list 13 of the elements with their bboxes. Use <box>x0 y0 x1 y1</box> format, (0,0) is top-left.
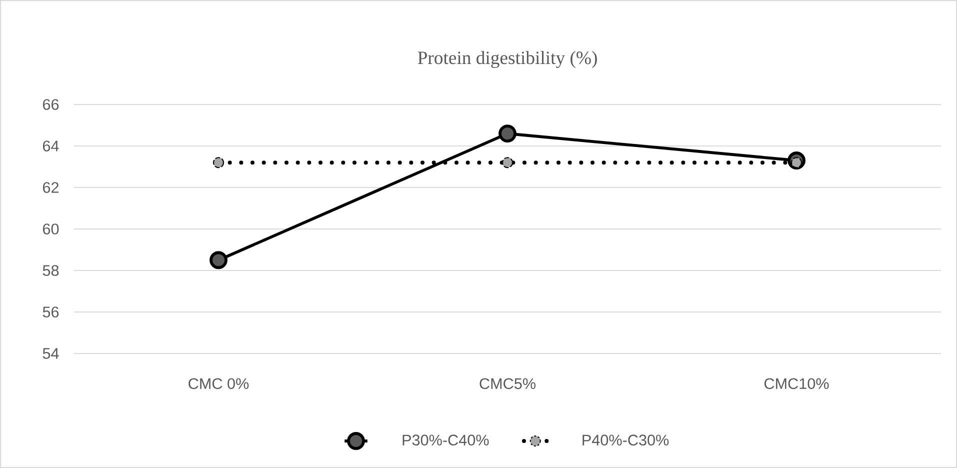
y-tick-label: 56 <box>42 306 59 318</box>
chart-title: Protein digestibility (%) <box>418 50 597 68</box>
legend-label: P30%-C40% <box>402 434 489 446</box>
y-tick-label: 62 <box>43 182 59 193</box>
x-tick-label: CMC 0% <box>188 378 249 390</box>
legend-label: P40%-C30% <box>582 434 669 446</box>
y-tick-label: 58 <box>42 265 59 276</box>
x-tick-label: CMC10% <box>764 378 829 390</box>
y-tick-label: 54 <box>42 348 59 359</box>
y-tick-label: 66 <box>43 99 59 110</box>
y-tick-label: 64 <box>43 140 59 152</box>
x-tick-label: CMC5% <box>480 378 536 390</box>
y-tick-label: 60 <box>43 224 59 234</box>
